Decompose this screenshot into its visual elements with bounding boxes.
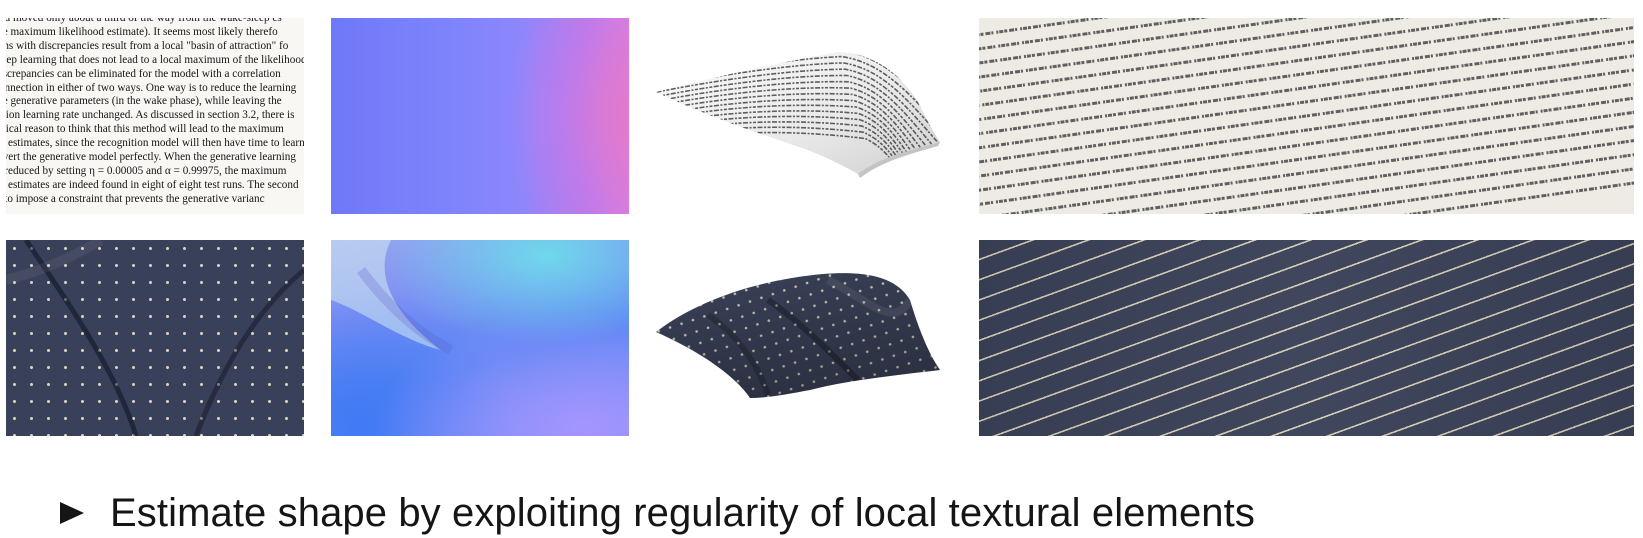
input-text-line: sleep learning that does not lead to a l… <box>6 53 304 66</box>
mesh-surface-cloth <box>648 240 958 436</box>
mesh-surface-text <box>648 18 958 214</box>
input-text-line: od estimates are indeed found in eight o… <box>6 178 299 191</box>
bullet-point: Estimate shape by exploiting regularity … <box>60 488 1255 538</box>
triangle-right-icon <box>60 502 84 524</box>
mesh-texture-stroke <box>656 92 940 174</box>
texture-stroke <box>979 18 1634 58</box>
input-text-line: od estimates, since the recognition mode… <box>6 137 304 150</box>
mesh-texture-stroke <box>656 74 940 164</box>
input-text-line: the maximum likelihood estimate). It see… <box>6 25 278 38</box>
texture-stroke <box>979 131 1634 214</box>
texture-stroke <box>979 18 1634 86</box>
mesh-texture-stroke <box>656 68 940 155</box>
input-image-cloth <box>6 240 304 436</box>
input-text-line: is to impose a constraint that prevents … <box>6 192 265 205</box>
texture-stroke <box>979 145 1634 214</box>
texture-stroke <box>979 173 1634 214</box>
texture-stroke <box>979 18 1634 72</box>
texture-stroke <box>979 18 1634 100</box>
input-image-text: had moved only about a third of the way … <box>6 18 304 214</box>
normal-map-cloth <box>331 240 629 436</box>
normal-map-text <box>331 18 629 214</box>
texture-stroke <box>979 18 1634 44</box>
texture-stroke <box>979 76 1634 183</box>
texture-stroke <box>979 159 1634 214</box>
texture-stroke <box>979 48 1634 155</box>
texture-stroke <box>979 18 1634 114</box>
texture-stroke <box>979 62 1634 169</box>
texture-stroke <box>979 104 1634 211</box>
input-text-line: discrepancies can be eliminated for the … <box>6 67 281 80</box>
texture-stroke <box>979 21 1634 127</box>
unwarped-text-texture <box>979 18 1634 214</box>
input-text-line: runs with discrepancies result from a lo… <box>6 39 289 52</box>
input-text-line: the generative parameters (in the wake p… <box>6 95 282 108</box>
unwarped-cloth-texture <box>979 240 1634 436</box>
input-text-line: invert the generative model perfectly. W… <box>6 151 296 164</box>
bullet-text: Estimate shape by exploiting regularity … <box>110 490 1255 535</box>
input-text-line: is reduced by setting η = 0.00005 and α … <box>6 164 287 177</box>
input-text-line: retical reason to think that this method… <box>6 123 284 136</box>
input-text-lines: had moved only about a third of the way … <box>6 18 304 207</box>
input-text-line: connection in either of two ways. One wa… <box>6 81 297 94</box>
input-text-line: nition learning rate unchanged. As discu… <box>6 109 295 122</box>
mesh-texture-stroke <box>656 86 940 174</box>
texture-stroke <box>979 34 1634 141</box>
texture-stroke <box>979 90 1634 197</box>
texture-stroke <box>979 118 1634 214</box>
mesh-texture-stroke <box>656 126 940 174</box>
input-text-line: had moved only about a third of the way … <box>6 18 282 24</box>
